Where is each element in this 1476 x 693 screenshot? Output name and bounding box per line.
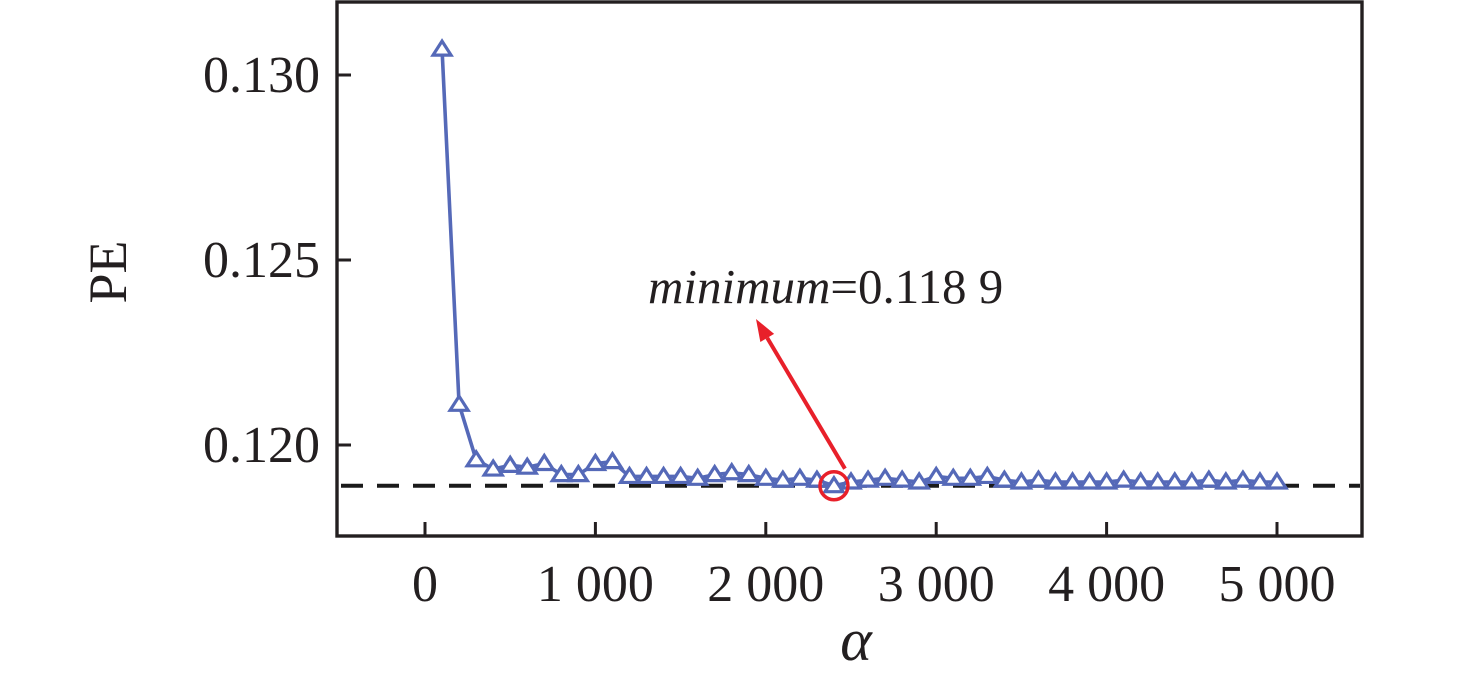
y-axis-title: PE (78, 240, 138, 303)
data-point-marker (566, 463, 591, 483)
x-tick-label: 4 000 (1048, 556, 1165, 613)
data-point-marker (600, 450, 625, 470)
data-point-marker (583, 452, 608, 472)
x-tick-label: 1 000 (537, 556, 654, 613)
data-point-marker (1248, 471, 1272, 490)
minimum-circle (818, 469, 850, 502)
x-tick-label: 5 000 (1219, 556, 1336, 613)
data-point-marker (1060, 471, 1085, 490)
annotation-arrow-shaft (765, 336, 847, 470)
data-point-marker (1162, 471, 1187, 490)
data-point-marker (736, 463, 761, 483)
annotation-value: =0.118 9 (830, 259, 1003, 314)
data-point-marker (753, 467, 778, 486)
axis-ticks (337, 73, 1279, 536)
data-point-marker (447, 393, 472, 412)
data-point-marker (1128, 471, 1153, 490)
data-point-marker (907, 471, 932, 490)
x-tick-label: 0 (412, 556, 438, 613)
data-point-marker (617, 465, 642, 485)
annotation-arrow-head (756, 319, 775, 342)
minimum-annotation: minimum=0.118 9 (648, 259, 1003, 502)
data-point-marker (1196, 469, 1221, 488)
data-point-marker (430, 38, 454, 57)
data-series (430, 38, 1289, 494)
data-point-marker (1009, 471, 1034, 490)
plot-frame (335, 0, 1364, 538)
data-point-marker (1077, 471, 1102, 490)
data-point-marker (668, 465, 693, 485)
data-point-marker (481, 458, 506, 477)
data-point-marker (532, 452, 557, 472)
x-axis-title: α (840, 607, 873, 673)
data-point-marker (1094, 471, 1119, 490)
data-point-marker (1265, 471, 1289, 490)
plot-border (335, 0, 1364, 538)
data-point-marker (1213, 471, 1238, 490)
data-point-marker (1111, 469, 1136, 488)
data-point-marker (890, 469, 915, 488)
data-point-marker (1026, 469, 1051, 488)
data-point-marker (822, 474, 846, 494)
data-point-marker (975, 465, 1000, 485)
data-point-marker (856, 469, 880, 488)
axis-labels: 0 1 000 2 000 3 000 4 000 5 000 0.130 0.125 0.12… (78, 47, 1336, 673)
data-point-marker (941, 467, 966, 486)
data-point-marker (1230, 469, 1255, 488)
data-point-marker (787, 467, 812, 486)
data-point-marker (719, 461, 744, 481)
annotation-word: minimum (648, 259, 830, 314)
data-point-marker (515, 456, 540, 475)
data-point-marker (634, 465, 659, 485)
data-point-marker (770, 469, 795, 488)
data-point-marker (958, 467, 983, 486)
data-point-marker (685, 467, 710, 486)
y-tick-label: 0.120 (203, 417, 320, 474)
x-tick-label: 3 000 (878, 556, 995, 613)
data-point-marker (651, 465, 676, 485)
minimum-annotation-text: minimum=0.118 9 (648, 259, 1003, 314)
data-point-marker (549, 463, 574, 483)
data-point-marker (702, 463, 727, 483)
data-point-marker (464, 448, 489, 468)
data-point-marker (498, 454, 523, 473)
data-point-marker (1043, 471, 1068, 490)
data-point-marker (924, 465, 949, 485)
data-point-marker (873, 467, 898, 486)
data-point-marker (1145, 471, 1170, 490)
x-tick-label: 2 000 (707, 556, 824, 613)
data-point-marker (1179, 471, 1204, 490)
data-point-marker (992, 469, 1017, 488)
y-tick-label: 0.130 (203, 47, 320, 104)
y-tick-label: 0.125 (203, 232, 320, 289)
